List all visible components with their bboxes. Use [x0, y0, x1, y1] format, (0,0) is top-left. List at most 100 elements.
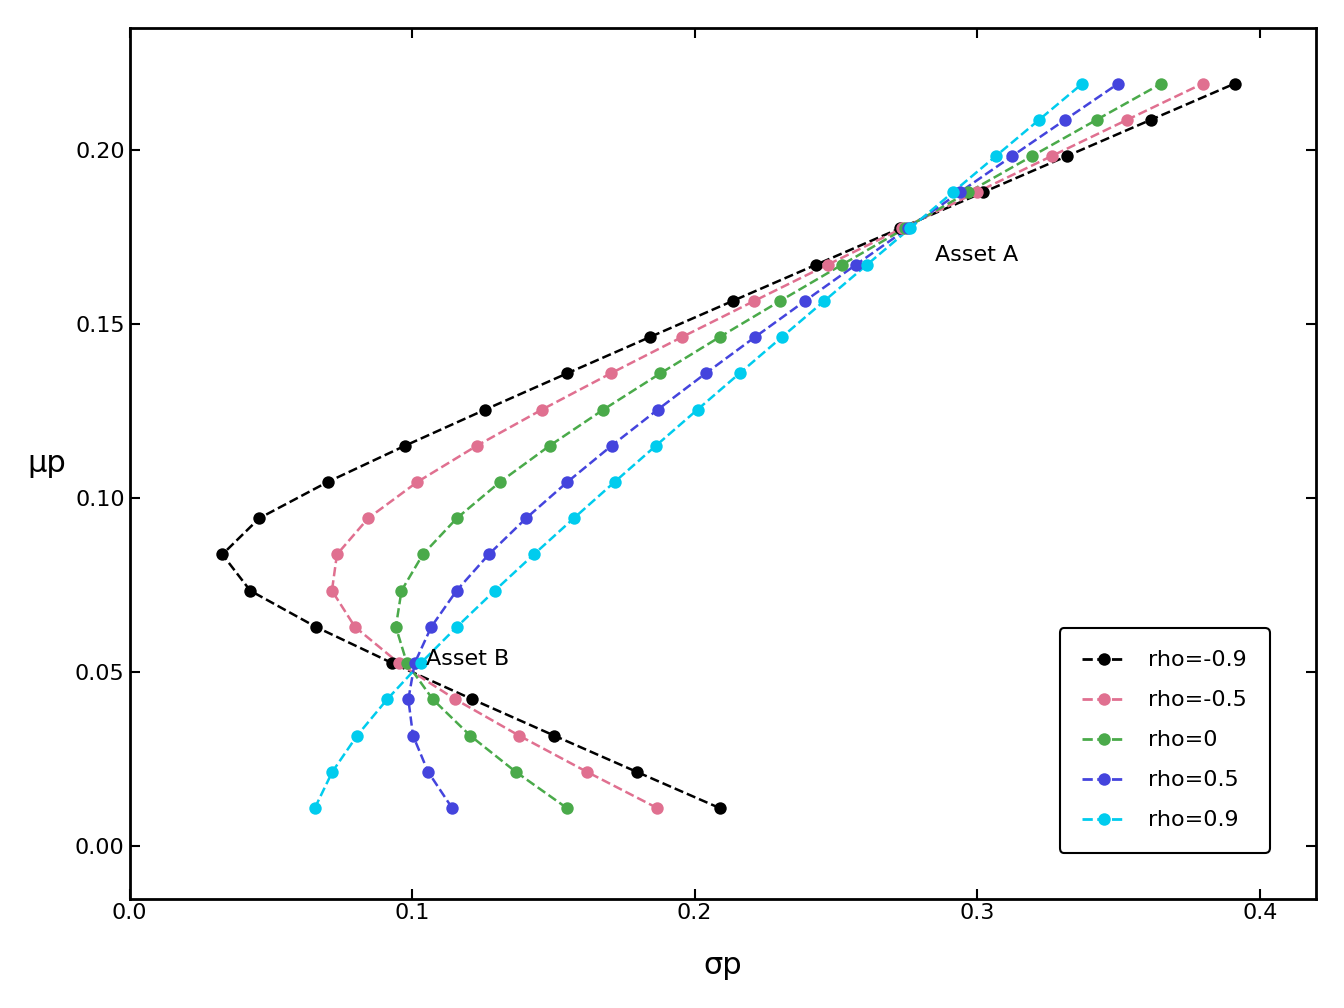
Point [671, 329, 692, 345]
Point [321, 764, 343, 780]
Point [556, 800, 578, 816]
Point [601, 437, 622, 454]
Point [1140, 112, 1161, 128]
Point [1071, 76, 1093, 92]
Point [347, 728, 368, 744]
Point [771, 329, 793, 345]
Point [1055, 112, 1077, 128]
Point [441, 800, 462, 816]
Point [402, 728, 423, 744]
Point [640, 329, 661, 345]
Point [687, 401, 708, 417]
Text: Asset A: Asset A [935, 245, 1017, 265]
Y-axis label: μp: μp [28, 449, 66, 478]
Point [603, 474, 625, 490]
Point [973, 184, 995, 201]
Point [446, 619, 468, 635]
Point [1056, 148, 1078, 164]
Point [421, 619, 442, 635]
Point [422, 691, 444, 708]
Point [445, 691, 466, 708]
Point [1107, 76, 1129, 92]
Point [794, 292, 816, 308]
Point [695, 365, 716, 381]
Point [305, 619, 327, 635]
Point [845, 257, 867, 273]
Point [817, 257, 839, 273]
Point [410, 655, 431, 671]
Point [985, 148, 1007, 164]
Point [593, 401, 614, 417]
Point [646, 800, 668, 816]
Point [344, 619, 366, 635]
Point [405, 655, 426, 671]
Point [394, 437, 415, 454]
Point [577, 764, 598, 780]
Point [899, 221, 921, 237]
Point [556, 365, 578, 381]
Point [489, 474, 511, 490]
Point [413, 546, 434, 562]
Point [406, 474, 427, 490]
Point [539, 437, 560, 454]
Point [418, 764, 439, 780]
Point [1086, 112, 1107, 128]
Point [645, 437, 667, 454]
Point [942, 184, 964, 201]
Point [728, 365, 750, 381]
Point [1042, 148, 1063, 164]
Point [317, 474, 339, 490]
Point [396, 655, 418, 671]
Point [745, 329, 766, 345]
Point [239, 583, 261, 599]
Point [1150, 76, 1172, 92]
Point [1021, 148, 1043, 164]
Point [708, 800, 730, 816]
Point [531, 401, 552, 417]
Point [508, 728, 530, 744]
Point [743, 292, 765, 308]
Legend: rho=-0.9, rho=-0.5, rho=0, rho=0.5, rho=0.9: rho=-0.9, rho=-0.5, rho=0, rho=0.5, rho=… [1059, 628, 1270, 853]
Point [543, 728, 564, 744]
Point [249, 510, 270, 526]
Point [856, 257, 878, 273]
Point [646, 401, 668, 417]
Point [386, 619, 407, 635]
Point [1001, 148, 1023, 164]
Point [957, 184, 978, 201]
Point [1117, 112, 1138, 128]
Point [327, 546, 348, 562]
Text: Asset B: Asset B [426, 649, 509, 669]
Point [649, 365, 671, 381]
Point [358, 510, 379, 526]
Point [478, 546, 500, 562]
Point [708, 329, 730, 345]
Point [1028, 112, 1050, 128]
Point [813, 292, 835, 308]
Point [505, 764, 527, 780]
Point [461, 691, 482, 708]
Point [321, 583, 343, 599]
Point [304, 800, 325, 816]
Point [888, 221, 910, 237]
Point [474, 401, 496, 417]
Point [722, 292, 743, 308]
Point [382, 655, 403, 671]
Point [563, 510, 585, 526]
Point [446, 583, 468, 599]
Point [388, 655, 410, 671]
Point [896, 221, 918, 237]
Point [770, 292, 792, 308]
Point [484, 583, 505, 599]
Point [832, 257, 853, 273]
Point [601, 365, 622, 381]
Point [398, 691, 419, 708]
Point [1224, 76, 1246, 92]
Point [949, 184, 970, 201]
Point [391, 583, 413, 599]
Point [894, 221, 915, 237]
Point [515, 510, 536, 526]
Point [523, 546, 544, 562]
Point [460, 728, 481, 744]
Point [376, 691, 398, 708]
